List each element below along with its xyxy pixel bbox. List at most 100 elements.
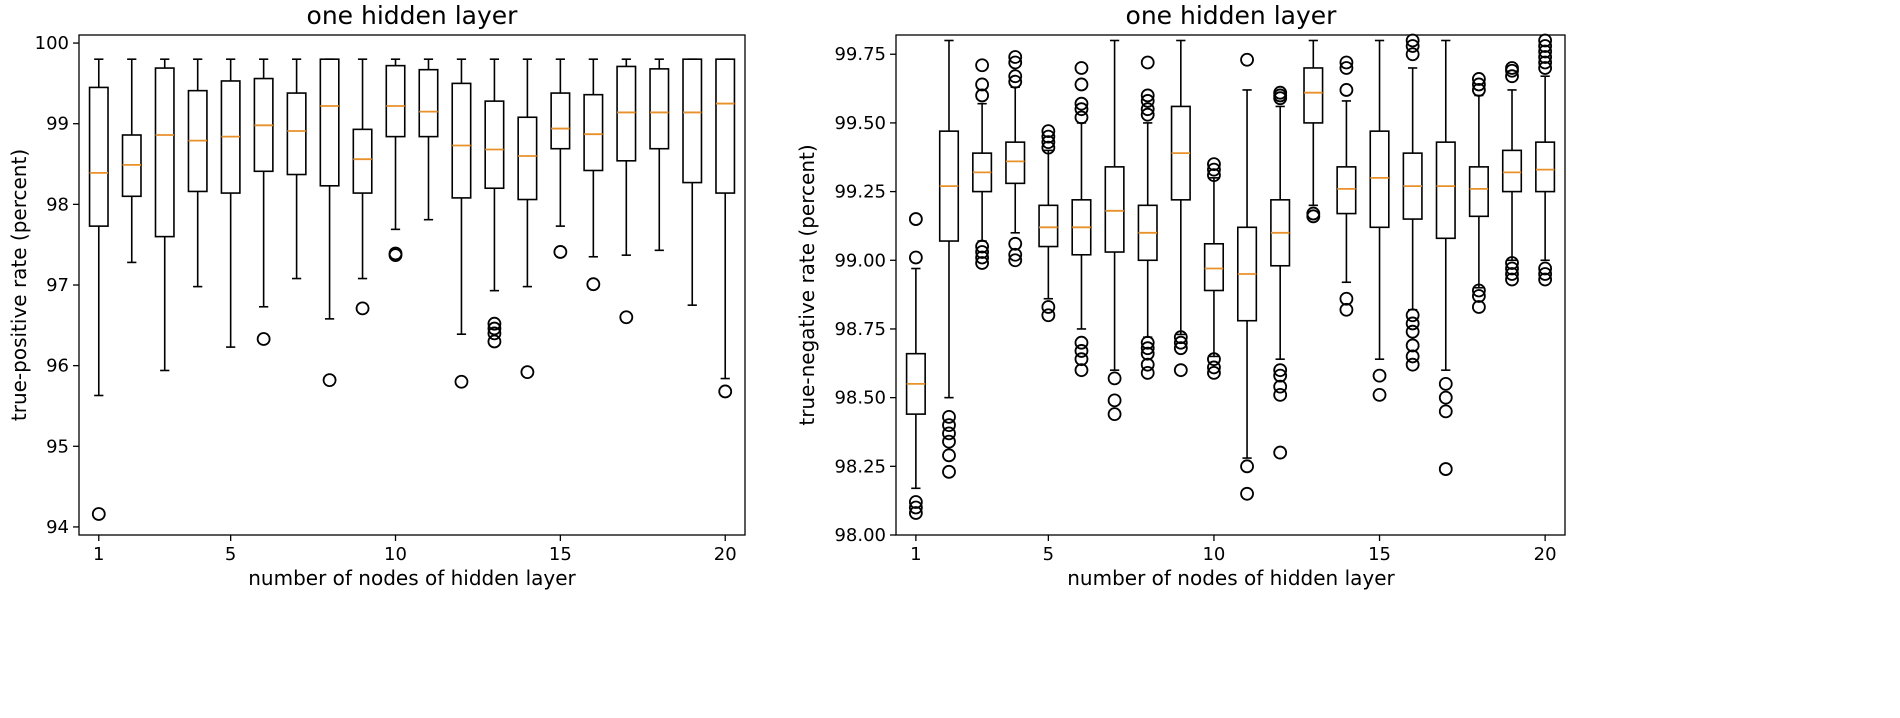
outlier-point [1405,316,1420,331]
outlier-point [1140,55,1155,70]
box-plot-node-2 [938,39,960,479]
box-plot-node-2 [121,58,142,264]
box-plot-node-12 [451,58,472,389]
plot-frame [78,34,746,536]
outlier-point [1140,88,1155,103]
outlier-point [975,58,990,73]
outlier-point [1008,69,1023,84]
box-plot-node-14 [1336,55,1357,317]
outlier-point [1471,77,1486,92]
outlier-point [487,321,502,336]
outlier-point [1538,272,1553,287]
box-plot-node-11 [418,58,439,221]
y-axis-label: true-positive rate (percent) [7,149,31,421]
box-plot-node-18 [1468,72,1489,314]
outlier-point [1140,107,1155,122]
outlier-point [1505,267,1519,281]
outlier-point [1008,236,1023,251]
x-tick-label: 5 [1043,544,1054,565]
outlier-point [1273,88,1288,103]
y-tick-label: 95 [46,436,69,457]
iqr-box [319,58,340,187]
iqr-box [451,82,472,199]
outlier-point [1140,366,1155,380]
outlier-point [1107,407,1122,422]
box-plot-node-19 [1501,61,1523,287]
outlier-point [1074,335,1089,350]
outlier-point [1538,44,1553,59]
box-plot-node-10 [385,58,406,263]
outlier-point [355,301,370,316]
outlier-point [1173,341,1188,356]
outlier-point [1339,83,1354,97]
iqr-box [616,65,637,162]
outlier-point [487,316,502,331]
outlier-point [1140,346,1155,361]
outlier-point [1306,206,1321,221]
outlier-point [942,409,956,424]
outlier-point [1471,83,1486,97]
outlier-point [91,507,106,521]
box-plot-node-13 [484,58,505,349]
iqr-box [385,64,406,138]
iqr-box [1336,166,1357,215]
box-plot-node-6 [1071,61,1092,378]
iqr-box [1435,141,1456,240]
box-plot-node-8 [319,58,340,388]
outlier-point [908,212,923,226]
outlier-point [1438,377,1453,391]
outlier-point [1041,129,1056,144]
outlier-point [1306,209,1321,224]
outlier-point [1140,94,1155,108]
x-tick-label: 15 [549,544,572,565]
chart-title: one hidden layer [1126,1,1338,30]
iqr-box [1005,141,1026,185]
outlier-point [1240,486,1254,501]
box-plot-node-15 [550,58,571,259]
x-tick-label: 20 [714,544,737,565]
y-tick-label: 98.00 [834,525,886,546]
iqr-box [682,58,703,184]
plot-frame [895,34,1566,536]
box-plot-node-20 [1535,33,1556,287]
outlier-point [908,500,923,515]
iqr-box [1468,166,1489,218]
outlier-point [1107,371,1122,386]
outlier-point [1505,63,1519,78]
true-positive-rate-panel: one hidden layer true-positive rate (per… [7,1,746,590]
box-plot-node-9 [1170,39,1191,378]
outlier-point [1538,39,1553,53]
outlier-point [1405,357,1420,372]
y-tick-label: 96 [46,356,69,377]
outlier-point [975,250,990,265]
outlier-point [1438,404,1453,419]
outlier-point [1074,363,1089,378]
outlier-point [586,277,601,292]
outlier-point [1140,357,1155,372]
outlier-point [1041,308,1056,323]
outlier-point [487,326,502,341]
outlier-point [1207,352,1221,367]
x-tick-label: 1 [910,544,921,565]
outlier-point [1074,344,1089,358]
outlier-point [1538,50,1553,64]
outlier-point [1372,368,1387,383]
iqr-box [1038,204,1059,248]
outlier-point [1041,300,1056,314]
iqr-box [1501,149,1523,193]
iqr-box [649,68,670,150]
iqr-box [1303,67,1324,124]
outlier-point [1008,253,1023,268]
outlier-point [1273,387,1288,402]
box-plot-node-8 [1137,55,1158,380]
y-tick-label: 99 [46,114,69,135]
outlier-point [1041,124,1056,139]
outlier-point [1008,50,1023,64]
box-plot-node-3 [154,58,175,372]
outlier-point [942,434,956,449]
outlier-point [553,245,568,259]
x-tick-label: 5 [225,544,236,565]
iqr-box [1535,141,1556,193]
true-negative-rate-panel: one hidden layer true-negative rate (per… [795,1,1566,590]
box-plot-node-5 [220,58,241,348]
